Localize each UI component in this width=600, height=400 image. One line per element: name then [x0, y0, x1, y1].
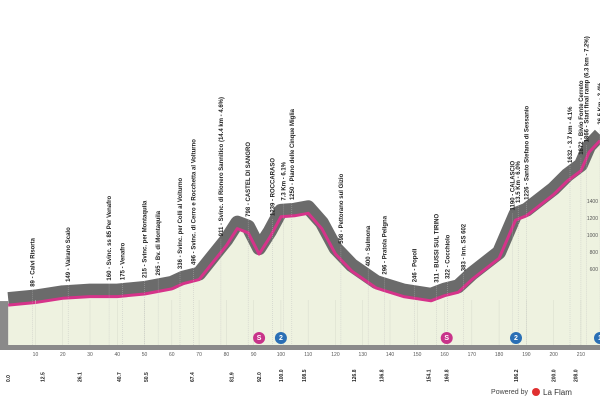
- marker: [594, 332, 600, 344]
- waypoint-label: 89 - Calvi Risorta: [31, 237, 37, 286]
- marker-symbol: 2: [514, 335, 518, 342]
- x-tick-label: 20: [60, 352, 66, 358]
- waypoint-label: 26.5 Km - 3.4%: [598, 82, 600, 125]
- x-tick-label: 10: [33, 352, 39, 358]
- x-tick-label: 130: [359, 352, 368, 358]
- distance-label: 200.0: [552, 369, 558, 382]
- x-tick-label: 70: [196, 352, 202, 358]
- waypoint-label: 296 - Pratola Peligna: [383, 215, 389, 274]
- marker: [253, 332, 266, 344]
- distance-label: 67.4: [190, 372, 196, 382]
- footer-powered: Powered by: [491, 389, 528, 396]
- waypoint-label: 598 - Pettorano sul Gizio: [339, 173, 345, 243]
- x-tick-label: 60: [169, 352, 175, 358]
- footer-brand: La Flam: [543, 388, 572, 397]
- terrain-band: [7, 129, 600, 307]
- x-tick-label: 100: [277, 352, 286, 358]
- distance-label: 0.0: [6, 375, 12, 382]
- x-tick-label: 50: [142, 352, 148, 358]
- distance-label: 160.8: [445, 369, 451, 382]
- x-tick-label: 120: [331, 352, 340, 358]
- y-tick-label: 1400: [587, 199, 598, 205]
- x-tick-label: 80: [224, 352, 230, 358]
- waypoint-label: 175 - Venafro: [121, 242, 127, 280]
- distance-label: 126.8: [352, 369, 358, 382]
- base-band: [0, 345, 600, 350]
- waypoint-label: 911 - Svinc. di Rionero Sannitico (14.4 …: [219, 97, 225, 236]
- brand-logo: [532, 388, 540, 396]
- waypoint-label: 13.5 Km - 6.0%: [516, 160, 522, 203]
- waypoint-label: 1250 - Piano delle Cinque Miglia: [290, 108, 296, 200]
- distance-label: 136.8: [379, 369, 385, 382]
- route-line: [8, 139, 600, 307]
- marker: [274, 332, 287, 344]
- distance-label: 50.5: [144, 372, 150, 382]
- distance-label: 154.1: [426, 369, 432, 382]
- waypoint-label: 1239 - ROCCARASO: [271, 158, 277, 216]
- marker-symbol: 2: [279, 335, 283, 342]
- marker-symbol: S: [444, 335, 449, 342]
- x-tick-label: 210: [577, 352, 586, 358]
- waypoint-label: 1872 - Bivio Fonte Cerreto: [579, 80, 585, 155]
- waypoint-label: 1190 - CALASCIO: [511, 160, 517, 210]
- waypoint-label: 7.3 Km - 6.1%: [282, 161, 288, 200]
- marker-symbol: 1: [598, 335, 600, 342]
- waypoint-label: 1226 - Santo Stefano di Sessanio: [524, 105, 530, 199]
- x-tick-label: 150: [413, 352, 422, 358]
- distance-label: 208.0: [573, 369, 579, 382]
- x-tick-label: 40: [114, 352, 120, 358]
- x-tick-label: 170: [468, 352, 477, 358]
- x-tick-label: 140: [386, 352, 395, 358]
- waypoint-label: 265 - Bv. di Montaquila: [156, 210, 162, 275]
- x-tick-label: 160: [440, 352, 449, 358]
- waypoint-label: 336 - Svinc. per Colli al Volturno: [178, 178, 184, 270]
- marker-symbol: S: [257, 335, 262, 342]
- waypoint-label: 1866 - Start final ramp (6.3 km - 7.2%): [584, 36, 590, 142]
- y-tick-label: 1000: [587, 233, 598, 239]
- waypoint-label: 149 - Vairano Scalo: [66, 227, 72, 282]
- x-tick-label: 200: [549, 352, 558, 358]
- distance-label: 186.2: [514, 369, 520, 382]
- waypoint-label: 496 - Svinc. di Cerro e Rocchetta al Vol…: [192, 139, 198, 265]
- distance-label: 100.0: [279, 369, 285, 382]
- waypoint-label: 246 - Popoli: [413, 248, 419, 282]
- distance-label: 12.5: [40, 372, 46, 382]
- distance-label: 108.5: [302, 369, 308, 382]
- x-tick-label: 30: [87, 352, 93, 358]
- waypoint-label: 322 - Cocchiolo: [445, 234, 451, 279]
- waypoint-label: 311 - BUSSI SUL TIRINO: [434, 214, 440, 283]
- left-terrain: [0, 301, 9, 345]
- x-tick-label: 190: [522, 352, 531, 358]
- waypoint-label: 383 - Inn. SS 602: [462, 223, 468, 271]
- y-tick-label: 600: [590, 267, 599, 273]
- y-tick-label: 800: [590, 250, 599, 256]
- x-tick-label: 90: [251, 352, 257, 358]
- y-tick-label: 1200: [587, 216, 598, 222]
- distance-label: 40.7: [117, 372, 123, 382]
- waypoint-label: 215 - Svinc. per Montaquila: [143, 200, 149, 278]
- marker: [510, 332, 522, 344]
- marker: [440, 332, 453, 344]
- waypoint-label: 798 - CASTEL DI SANGRO: [246, 142, 252, 217]
- waypoint-label: 160 - Svinc. ss 85 Per Venafro: [107, 196, 113, 281]
- distance-label: 26.1: [77, 372, 83, 382]
- distance-label: 81.9: [230, 372, 236, 382]
- waypoint-label: 1632 - 3.7 km - 4.1%: [568, 106, 574, 163]
- x-tick-label: 110: [304, 352, 312, 358]
- x-tick-label: 180: [495, 352, 504, 358]
- distance-label: 92.0: [257, 372, 263, 382]
- waypoint-label: 400 - Sulmona: [366, 225, 372, 266]
